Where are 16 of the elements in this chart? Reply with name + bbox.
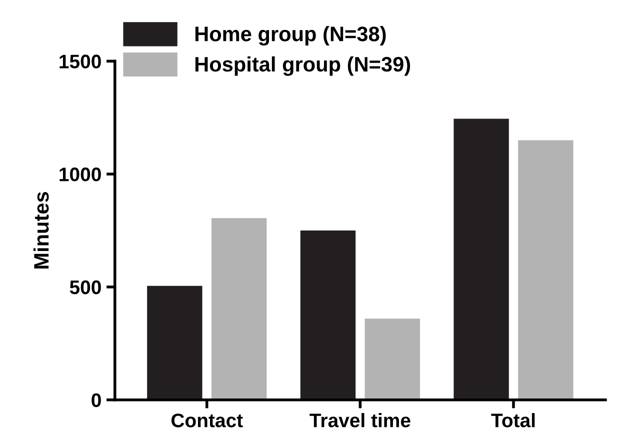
x-tick-label: Total [491,413,535,428]
legend-label: Home group (N=38) [195,26,386,46]
y-tick-label: 0 [92,393,101,408]
y-tick-label: 500 [70,280,101,294]
y-tick-label: 1000 [60,168,101,182]
x-tick-label: Travel time [310,413,410,428]
y-tick-label: 1500 [60,54,101,68]
bar [518,140,574,400]
y-axis-title: Minutes [33,192,49,268]
bar [211,218,267,400]
bar [454,118,509,400]
bar [300,230,356,400]
bar [364,318,420,400]
bar [147,286,202,400]
legend-label: Hospital group (N=39) [195,56,410,76]
x-tick-label: Contact [171,414,243,428]
